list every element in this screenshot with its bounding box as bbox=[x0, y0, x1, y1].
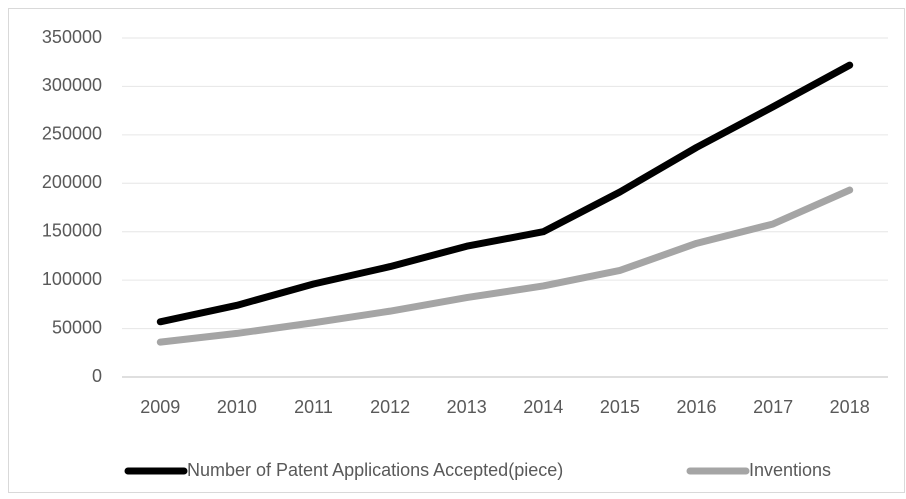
y-tick-label: 300000 bbox=[42, 75, 102, 95]
y-tick-label: 50000 bbox=[52, 317, 102, 337]
y-tick-label: 350000 bbox=[42, 27, 102, 47]
y-tick-label: 150000 bbox=[42, 220, 102, 240]
y-tick-label: 0 bbox=[92, 366, 102, 386]
x-tick-label: 2017 bbox=[753, 397, 793, 417]
x-tick-label: 2018 bbox=[830, 397, 870, 417]
series-line bbox=[156, 186, 854, 346]
x-tick-label: 2013 bbox=[447, 397, 487, 417]
x-tick-label: 2012 bbox=[370, 397, 410, 417]
y-tick-label: 200000 bbox=[42, 172, 102, 192]
x-tick-label: 2015 bbox=[600, 397, 640, 417]
x-tick-label: 2009 bbox=[140, 397, 180, 417]
x-tick-label: 2011 bbox=[294, 397, 333, 417]
x-tick-label: 2010 bbox=[217, 397, 257, 417]
y-tick-label: 250000 bbox=[42, 124, 102, 144]
legend-label: Inventions bbox=[749, 460, 831, 480]
x-tick-label: 2014 bbox=[523, 397, 563, 417]
y-tick-label: 100000 bbox=[42, 269, 102, 289]
x-tick-label: 2016 bbox=[676, 397, 716, 417]
legend-label: Number of Patent Applications Accepted(p… bbox=[187, 460, 563, 480]
series-line bbox=[156, 61, 854, 326]
